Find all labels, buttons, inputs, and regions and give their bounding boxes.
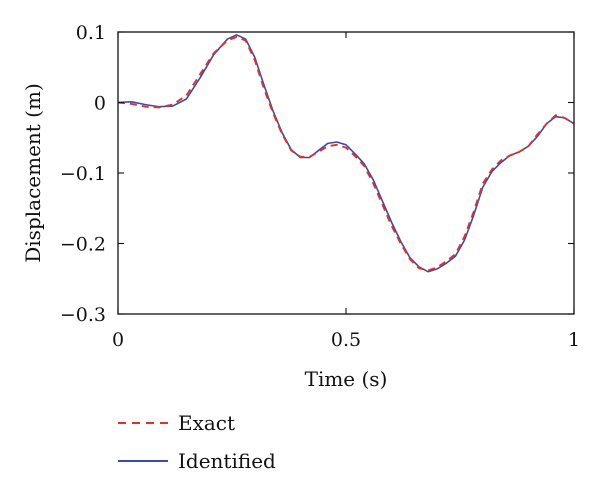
legend: Exact Identified [118, 411, 276, 473]
legend-label-exact: Exact [178, 411, 235, 435]
x-axis-label: Time (s) [305, 367, 388, 391]
series-layer [117, 34, 575, 273]
x-tick-label: 1 [568, 329, 580, 351]
plot-frame [117, 31, 575, 315]
y-tick-label: 0 [94, 93, 106, 115]
y-axis-label: Displacement (m) [21, 83, 45, 263]
series-line-identified [117, 34, 575, 273]
series-line-exact [117, 35, 575, 272]
x-tick-label: 0.5 [331, 329, 361, 351]
x-tick-label: 0 [112, 329, 124, 351]
legend-label-identified: Identified [178, 449, 276, 473]
y-tick-label: −0.1 [60, 163, 106, 185]
y-tick-label: 0.1 [76, 22, 106, 44]
plot-frame-box [117, 31, 575, 315]
y-tick-label: −0.3 [60, 304, 106, 326]
ticks-layer: 0.1 0 −0.1 −0.2 −0.3 0 0.5 1 [60, 22, 580, 351]
y-tick-label: −0.2 [60, 234, 106, 256]
